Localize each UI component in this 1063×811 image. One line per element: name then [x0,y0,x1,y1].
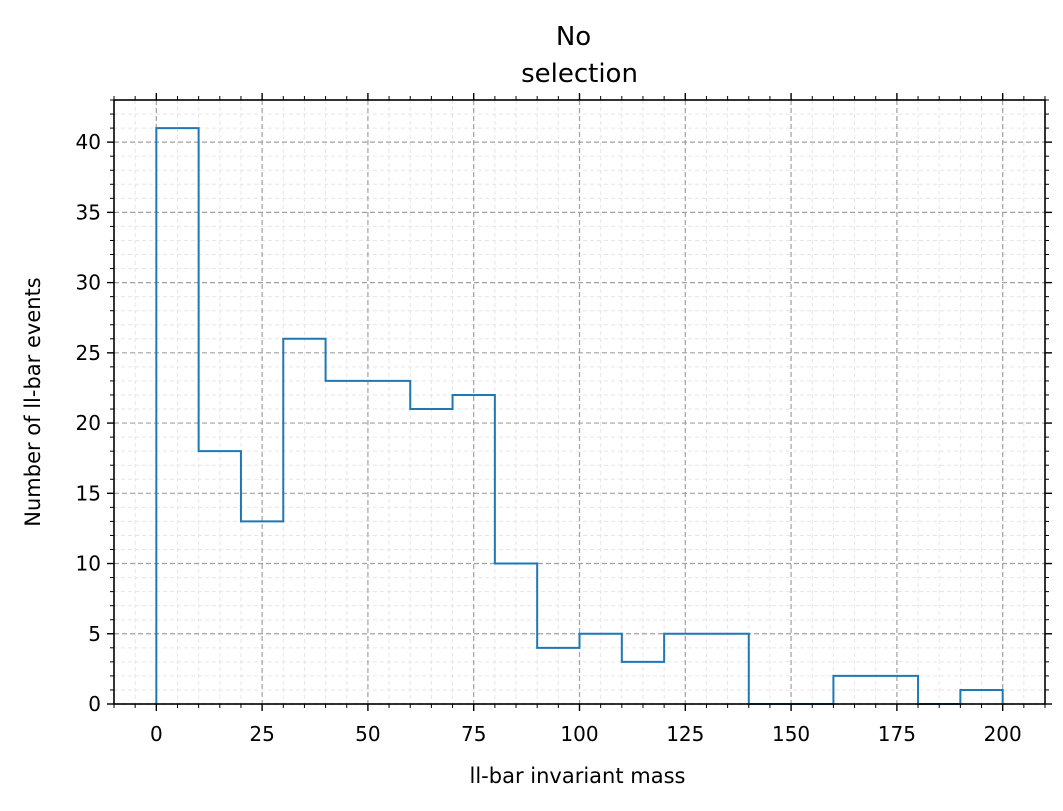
x-tick-label: 175 [878,722,916,746]
y-axis-label: Number of ll-bar events [21,277,45,526]
histogram-bin [241,521,283,704]
x-tick-label: 100 [560,722,598,746]
histogram-bin [495,564,537,704]
histogram-bin [706,634,748,704]
y-tick-label: 30 [76,271,101,295]
histogram-bin [833,676,875,704]
chart-title-line-2: selection [521,59,638,89]
histogram-bin [876,676,918,704]
x-tick-label: 125 [666,722,704,746]
histogram-bin [368,381,410,704]
x-tick-label: 150 [772,722,810,746]
y-tick-label: 35 [76,200,101,224]
histogram-bin [580,634,622,704]
histogram-bin [156,128,198,704]
y-tick-label: 0 [88,692,101,716]
y-tick-label: 20 [76,411,101,435]
x-tick-labels: 0 25 50 75 100 125 150 175 200 [150,722,1022,746]
x-tick-label: 200 [984,722,1022,746]
x-tick-label: 25 [249,722,274,746]
x-axis-label: ll-bar invariant mass [470,764,686,788]
y-tick-label: 10 [76,552,101,576]
histogram-bin [622,662,664,704]
x-tick-label: 0 [150,722,163,746]
y-tick-label: 5 [88,622,101,646]
histogram-bin [326,381,368,704]
histogram-bin [283,339,325,704]
histogram-bin [410,409,452,704]
histogram-bin [960,690,1002,704]
histogram-bin [199,451,241,704]
y-tick-label: 40 [76,130,101,154]
histogram-outline [155,127,1004,705]
x-tick-label: 50 [355,722,380,746]
histogram-bin [664,634,706,704]
y-tick-label: 25 [76,341,101,365]
chart-title-line-1: No [556,22,591,52]
y-tick-label: 15 [76,481,101,505]
x-tick-label: 75 [461,722,486,746]
histogram-bin [453,395,495,704]
histogram-bin [537,648,579,704]
y-tick-labels: 0 5 10 15 20 25 30 35 40 [76,130,101,716]
axis-ticks [107,93,1052,711]
